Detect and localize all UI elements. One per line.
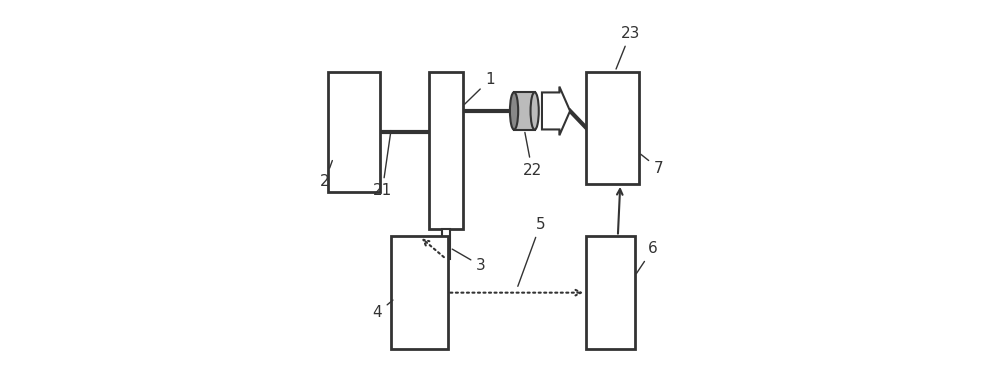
Polygon shape (542, 87, 570, 135)
Bar (429, 72, 463, 229)
Text: 23: 23 (616, 26, 640, 69)
Bar (586, 236, 635, 349)
Text: 7: 7 (641, 154, 663, 176)
Ellipse shape (510, 92, 518, 130)
Text: 6: 6 (636, 241, 658, 273)
Ellipse shape (531, 92, 539, 130)
Bar (391, 236, 448, 349)
Text: 4: 4 (373, 300, 393, 321)
Bar (586, 72, 639, 184)
Text: 22: 22 (522, 133, 542, 178)
Text: 3: 3 (452, 249, 486, 273)
Bar (514, 92, 535, 130)
Text: 2: 2 (320, 160, 332, 188)
Text: 1: 1 (465, 72, 495, 104)
Bar (442, 229, 450, 259)
Text: 5: 5 (518, 217, 545, 286)
Bar (328, 72, 380, 192)
Text: 21: 21 (373, 131, 392, 198)
